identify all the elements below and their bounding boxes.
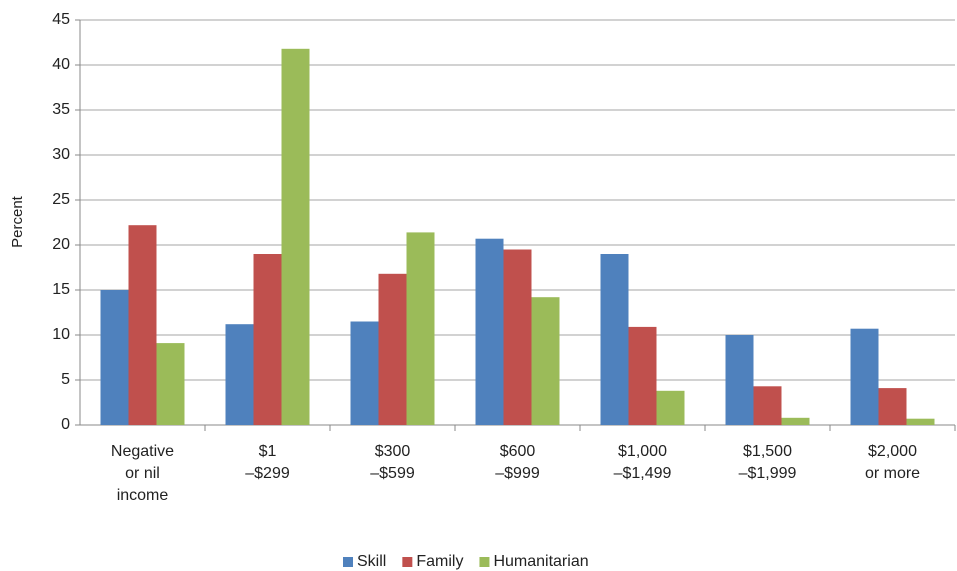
bar xyxy=(100,290,129,425)
x-tick-label: $1,500 –$1,999 xyxy=(738,443,797,482)
bar xyxy=(503,249,532,425)
legend-label: Skill xyxy=(357,553,386,570)
bar xyxy=(225,324,254,425)
x-tick-label: $1 –$299 xyxy=(245,443,290,482)
y-tick-label: 30 xyxy=(52,146,70,163)
legend-swatch xyxy=(402,557,413,567)
y-tick-label: 35 xyxy=(52,101,70,118)
bar xyxy=(753,386,782,425)
legend-swatch xyxy=(343,557,353,567)
y-axis-label: Percent xyxy=(9,195,26,248)
y-tick-label: 10 xyxy=(52,326,70,343)
bar xyxy=(600,254,629,425)
bar xyxy=(406,232,435,425)
x-tick-label: $300 –$599 xyxy=(370,443,415,482)
y-tick-label: 15 xyxy=(52,281,70,298)
bar xyxy=(350,321,379,425)
x-tick-label: Negative or nil income xyxy=(110,443,175,504)
y-tick-label: 0 xyxy=(61,416,70,433)
bar xyxy=(253,254,282,425)
legend-label: Family xyxy=(416,553,463,570)
bar xyxy=(128,225,157,425)
bar xyxy=(781,417,810,425)
bar xyxy=(156,343,185,425)
x-tick-label: $2,000 or more xyxy=(864,443,921,482)
bar xyxy=(725,335,754,425)
legend-label: Humanitarian xyxy=(493,553,588,570)
bar xyxy=(878,388,907,425)
x-tick-label: $1,000 –$1,499 xyxy=(613,443,672,482)
y-tick-label: 20 xyxy=(52,236,70,253)
y-tick-label: 5 xyxy=(61,371,70,388)
bar xyxy=(475,238,504,425)
bar xyxy=(850,328,879,425)
bar xyxy=(378,273,407,425)
bar xyxy=(531,297,560,425)
bar xyxy=(906,418,935,425)
bar xyxy=(656,390,685,425)
bar xyxy=(281,48,310,426)
y-tick-label: 40 xyxy=(52,56,70,73)
y-tick-label: 45 xyxy=(52,11,70,28)
bar xyxy=(628,326,657,425)
y-tick-label: 25 xyxy=(52,191,70,208)
x-tick-label: $600 –$999 xyxy=(495,443,540,482)
legend-swatch xyxy=(479,557,490,567)
